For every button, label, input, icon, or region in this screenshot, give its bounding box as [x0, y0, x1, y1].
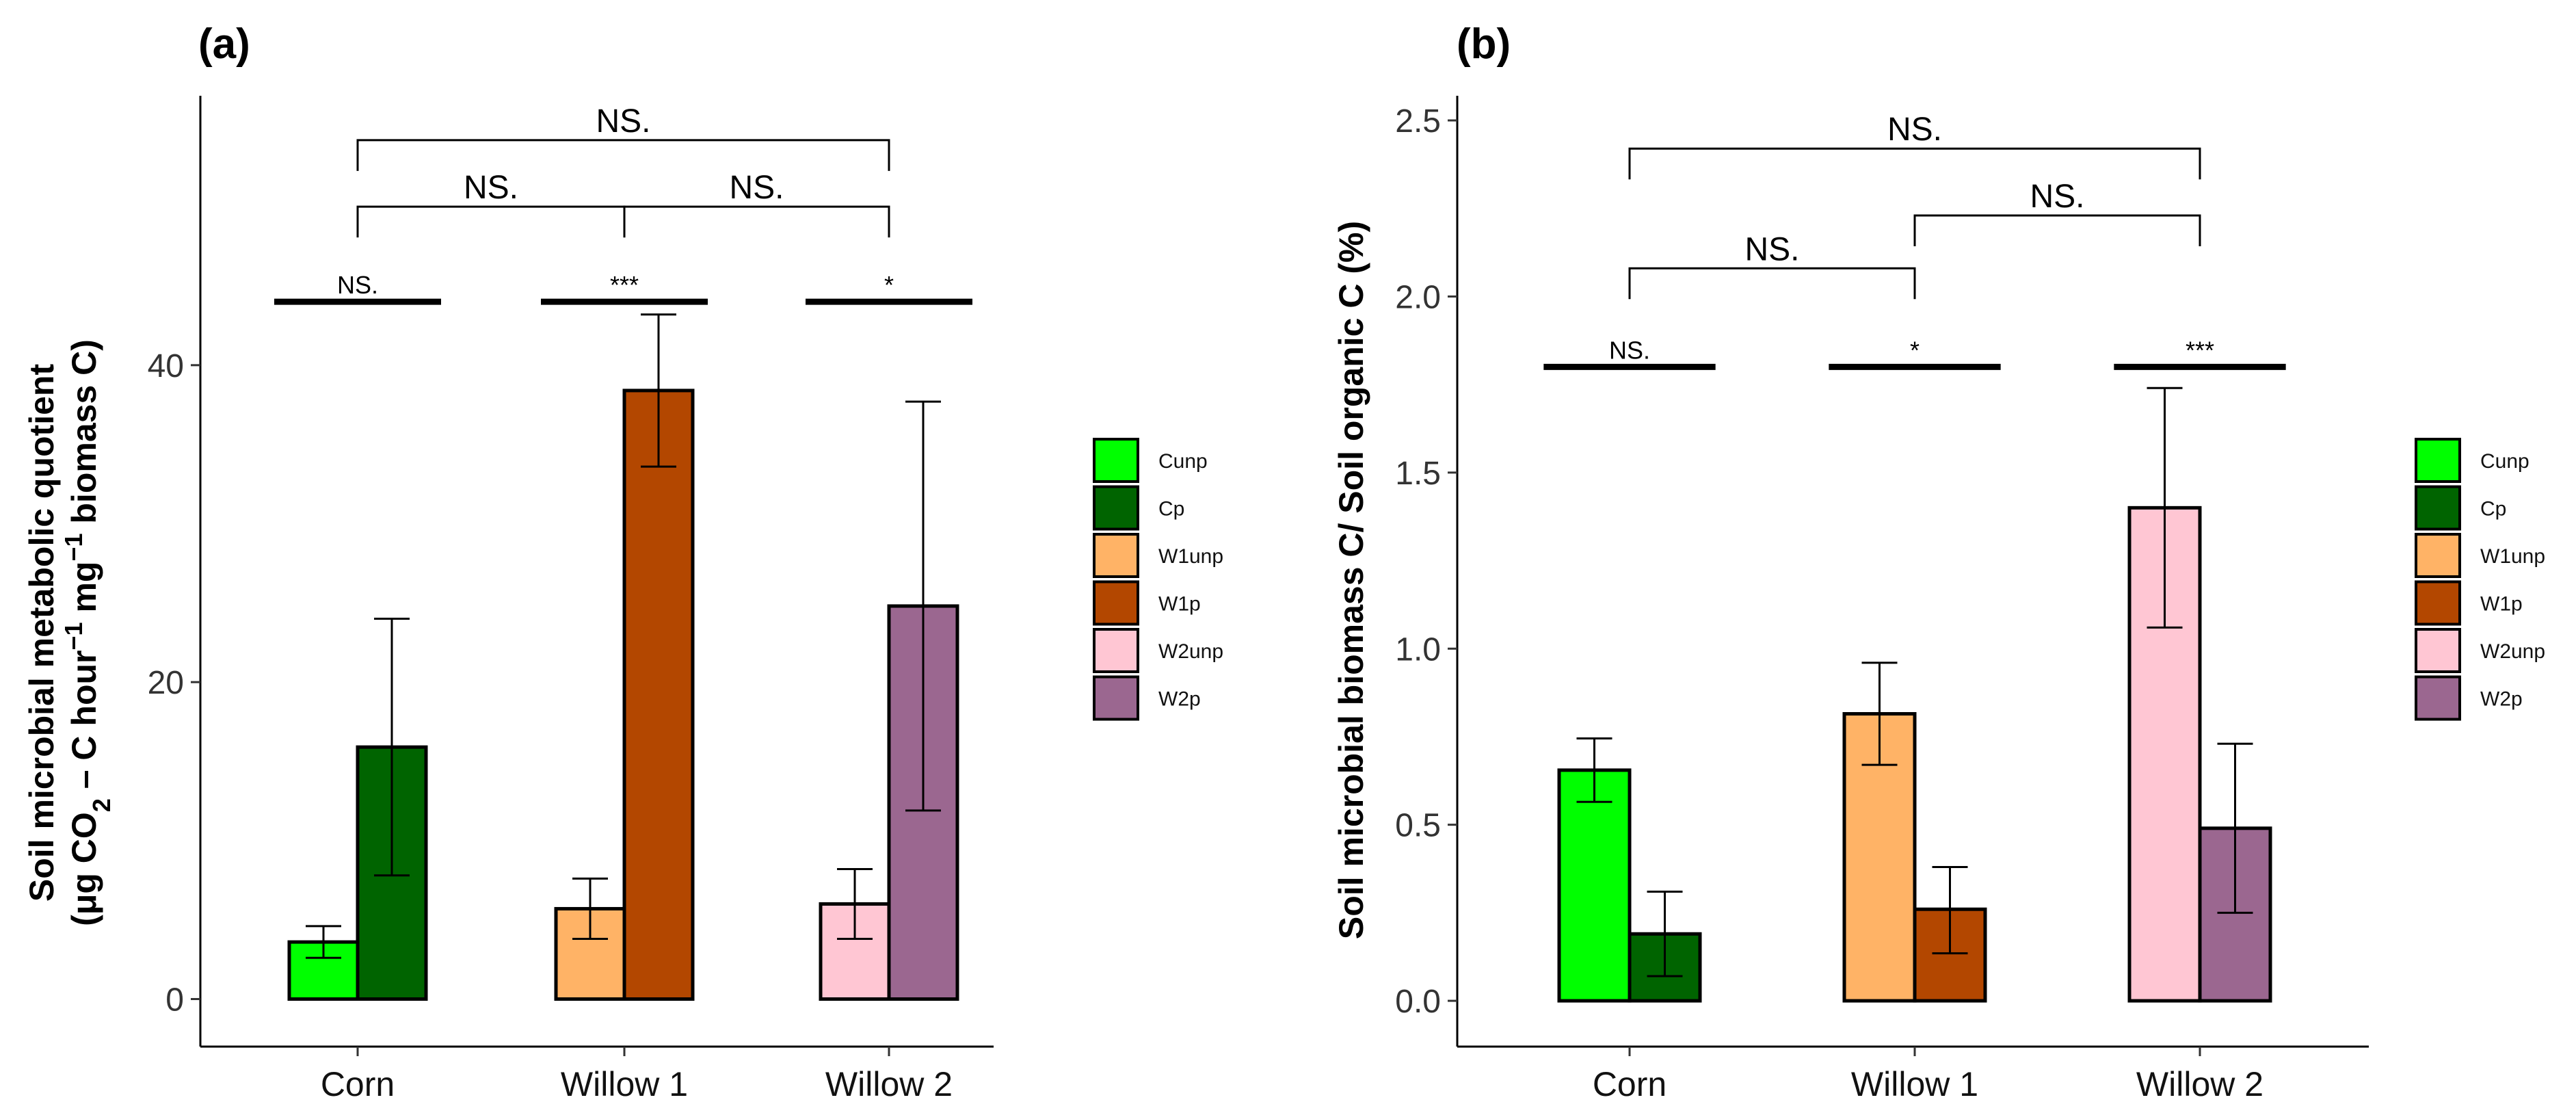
panel-b-between-sig-label: NS. [2030, 179, 2084, 215]
legend-label: W2unp [2480, 640, 2545, 663]
panel-b-between-sig-label: NS. [1744, 231, 1799, 267]
legend-swatch-Cp [2415, 485, 2461, 531]
panel-a-y-tick-label: 20 [148, 665, 184, 701]
panel-b-category-label: Willow 2 [2136, 1065, 2263, 1103]
legend-label: W2unp [1158, 640, 1223, 663]
legend-label: Cunp [2480, 450, 2529, 473]
panel-a-category-label: Willow 1 [561, 1065, 688, 1103]
panel-a-between-sig-bracket [623, 205, 890, 238]
panel-b-category-label: Corn [1593, 1065, 1667, 1103]
legend-label: W1p [2480, 593, 2523, 616]
panel-b-between-sig-label: NS. [1887, 112, 1942, 148]
panel-a-category-label: Willow 2 [825, 1065, 953, 1103]
panel-a-within-sig-label: NS. [337, 271, 378, 299]
panel-b-y-tick-label: 1.5 [1395, 456, 1441, 492]
legend-swatch-W1unp [2415, 533, 2461, 578]
panel-b-y-tick-label: 0.5 [1395, 808, 1441, 844]
panel-b-label: (b) [1457, 21, 1511, 68]
panel-b: (b) Soil microbial biomass C/ Soil organ… [1332, 21, 2545, 1103]
panel-a-category-label: Corn [321, 1065, 395, 1103]
legend-label: W1p [1158, 593, 1201, 616]
legend-swatch-W2unp [2415, 628, 2461, 673]
legend-swatch-W1p [2415, 580, 2461, 626]
panel-a-between-sig-bracket [356, 139, 890, 171]
legend-label: W1unp [2480, 545, 2545, 568]
legend-swatch-W2p [1093, 675, 1139, 721]
legend-label: W1unp [1158, 545, 1223, 568]
panel-b-within-sig-label: NS. [1609, 336, 1650, 364]
legend-swatch-W2p [2415, 675, 2461, 721]
panel-b-between-sig-bracket [1913, 214, 2201, 247]
panel-a-label: (a) [198, 21, 250, 68]
legend-label: W2p [2480, 688, 2523, 711]
panel-b-within-sig-label: *** [2186, 336, 2214, 364]
panel-a-between-sig-label: NS. [464, 170, 518, 206]
panel-b-between-sig-bracket [1628, 267, 1916, 300]
panel-b-ylabel: Soil microbial biomass C/ Soil organic C… [1332, 221, 1370, 939]
legend-swatch-W1p [1093, 580, 1139, 626]
legend-label: Cp [2480, 498, 2506, 521]
panel-b-category-label: Willow 1 [1851, 1065, 1978, 1103]
panel-a-ylabel-line2: (μg CO2 – C hour−1 mg−1 biomass C) [59, 339, 116, 926]
panel-b-y-tick-label: 0.0 [1395, 984, 1441, 1020]
legend-swatch-Cunp [1093, 438, 1139, 483]
panel-b-within-sig-label: * [1910, 336, 1920, 364]
panel-a-between-sig-label: NS. [596, 103, 650, 140]
panel-a: (a) Soil microbial metabolic quotient (μ… [23, 21, 1223, 1103]
legend-label: Cp [1158, 498, 1184, 521]
legend-swatch-W2unp [1093, 628, 1139, 673]
legend-swatch-W1unp [1093, 533, 1139, 578]
panel-b-plot-area: 0.0 0.5 1.0 1.5 2.0 2.5 Corn Willow 1 Willow 2 NS… [1395, 96, 2369, 1103]
legend-swatch-Cunp [2415, 438, 2461, 483]
panel-b-bar-Cunp [1557, 768, 1632, 1003]
panel-b-y-tick-label: 2.5 [1395, 103, 1441, 140]
panel-a-between-sig-bracket [356, 205, 626, 238]
panel-a-y-tick-label: 0 [165, 982, 184, 1019]
panel-b-y-tick-label: 1.0 [1395, 631, 1441, 668]
panel-b-legend: Cunp Cp W1unp W1p W2unp W2p [2415, 438, 2545, 721]
panel-a-between-sig-label: NS. [729, 170, 784, 206]
panel-a-y-tick-label: 40 [148, 348, 184, 384]
panel-a-within-sig-label: * [884, 271, 894, 299]
panel-a-bar-W1p [622, 389, 695, 1001]
panel-b-between-sig-bracket [1628, 147, 2201, 180]
panel-a-ylabel-line1: Soil microbial metabolic quotient [23, 364, 61, 902]
legend-label: Cunp [1158, 450, 1208, 473]
panel-a-legend: Cunp Cp W1unp W1p W2unp W2p [1093, 438, 1223, 721]
panel-a-within-sig-label: *** [610, 271, 639, 299]
legend-label: W2p [1158, 688, 1201, 711]
legend-swatch-Cp [1093, 485, 1139, 531]
panel-b-y-tick-label: 2.0 [1395, 279, 1441, 315]
